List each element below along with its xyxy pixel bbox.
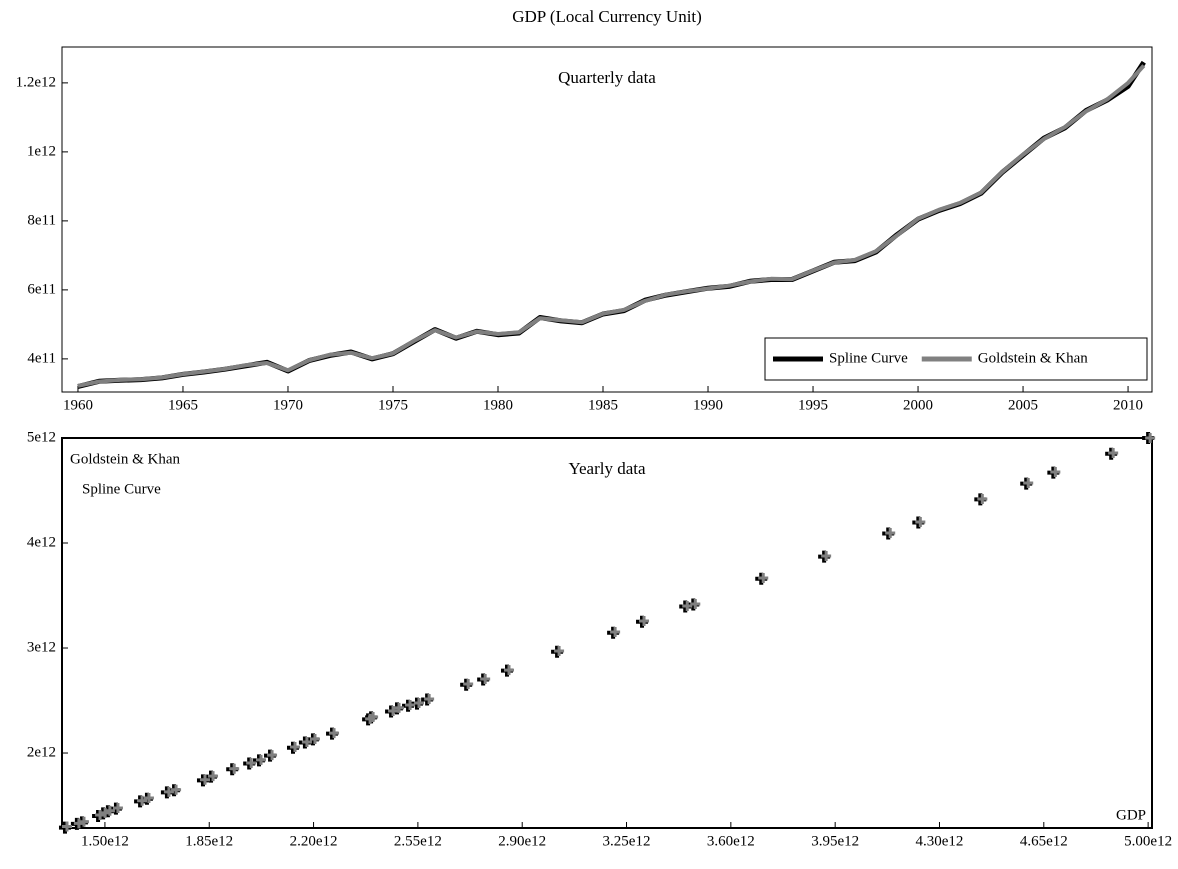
scatter-point — [229, 763, 240, 774]
scatter-point — [301, 736, 312, 747]
scatter-point — [388, 706, 399, 717]
y-tick-label: 8e11 — [27, 212, 56, 228]
x-tick-label: 3.95e12 — [811, 833, 859, 849]
scatter-point — [309, 734, 320, 745]
scatter-point — [554, 646, 565, 657]
scatter-point — [1050, 467, 1061, 478]
x-tick-label: 2000 — [903, 397, 933, 413]
x-tick-label: 1990 — [693, 397, 723, 413]
x-tick-label: 3.25e12 — [603, 833, 651, 849]
scatter-point — [208, 771, 219, 782]
scatter-point — [504, 665, 515, 676]
x-tick-label: 1980 — [483, 397, 513, 413]
scatter-point — [394, 702, 405, 713]
y-tick-label: 1.2e12 — [16, 74, 56, 90]
scatter-point — [368, 712, 379, 723]
scatter-point — [610, 627, 621, 638]
scatter-point — [821, 551, 832, 562]
series-line — [77, 64, 1146, 388]
scatter-point — [143, 792, 154, 803]
scatter-point — [112, 803, 123, 814]
scatter-point — [78, 816, 89, 827]
x-tick-label: 1975 — [378, 397, 408, 413]
plot-frame — [61, 46, 1153, 393]
scatter-point — [758, 572, 769, 583]
scatter-point — [405, 700, 416, 711]
x-tick-label: 1985 — [588, 397, 618, 413]
x-tick-label: 1995 — [798, 397, 828, 413]
x-tick-label: 1960 — [63, 397, 93, 413]
x-tick-label: 4.30e12 — [916, 833, 964, 849]
legend-label: Goldstein & Khan — [70, 451, 180, 467]
x-tick-label: 3.60e12 — [707, 833, 755, 849]
scatter-point — [246, 758, 257, 768]
y-tick-label: 2e12 — [27, 744, 56, 760]
scatter-point — [915, 517, 926, 528]
legend-label: Spline Curve — [829, 350, 908, 366]
scatter-point — [256, 754, 267, 765]
scatter-point — [682, 601, 693, 612]
x-tick-label: 1.50e12 — [81, 833, 129, 849]
x-axis-label: GDP — [1116, 807, 1146, 823]
x-tick-label: 1965 — [168, 397, 198, 413]
scatter-point — [104, 805, 115, 816]
plot-frame — [61, 437, 1153, 829]
scatter-point — [61, 821, 72, 832]
x-tick-label: 2.90e12 — [498, 833, 546, 849]
x-tick-label: 4.65e12 — [1020, 833, 1068, 849]
y-tick-label: 3e12 — [27, 639, 56, 655]
x-tick-label: 1.85e12 — [185, 833, 233, 849]
scatter-point — [639, 616, 650, 627]
scatter-point — [885, 528, 896, 539]
annotation: Yearly data — [568, 459, 646, 478]
scatter-point — [329, 728, 340, 739]
scatter-point — [690, 599, 701, 610]
y-tick-label: 4e12 — [27, 534, 56, 550]
legend-label: Goldstein & Khan — [978, 350, 1088, 366]
scatter-point — [1108, 448, 1119, 459]
x-tick-label: 2.55e12 — [394, 833, 442, 849]
legend-label: Spline Curve — [82, 481, 161, 497]
scatter-point — [480, 673, 491, 684]
x-tick-label: 1970 — [273, 397, 303, 413]
scatter-point — [199, 774, 210, 785]
figure-title: GDP (Local Currency Unit) — [512, 7, 702, 26]
x-tick-label: 2010 — [1113, 397, 1143, 413]
scatter-point — [463, 679, 474, 690]
scatter-point — [1145, 433, 1156, 443]
scatter-point — [413, 698, 424, 709]
scatter-point — [267, 750, 278, 761]
x-tick-label: 2.20e12 — [290, 833, 338, 849]
scatter-point — [289, 742, 300, 753]
scatter-point — [1023, 478, 1034, 489]
scatter-point — [137, 795, 148, 806]
scatter-point — [95, 809, 106, 820]
x-tick-label: 5.00e12 — [1124, 833, 1172, 849]
x-tick-label: 2005 — [1008, 397, 1038, 413]
scatter-point — [424, 694, 435, 705]
scatter-point — [171, 784, 182, 795]
scatter-point — [163, 786, 174, 797]
y-tick-label: 5e12 — [27, 429, 56, 445]
y-tick-label: 6e11 — [27, 281, 56, 297]
annotation: Quarterly data — [558, 68, 656, 87]
y-tick-label: 1e12 — [27, 143, 56, 159]
y-tick-label: 4e11 — [27, 350, 56, 366]
scatter-point — [73, 818, 84, 829]
scatter-point — [977, 494, 988, 505]
